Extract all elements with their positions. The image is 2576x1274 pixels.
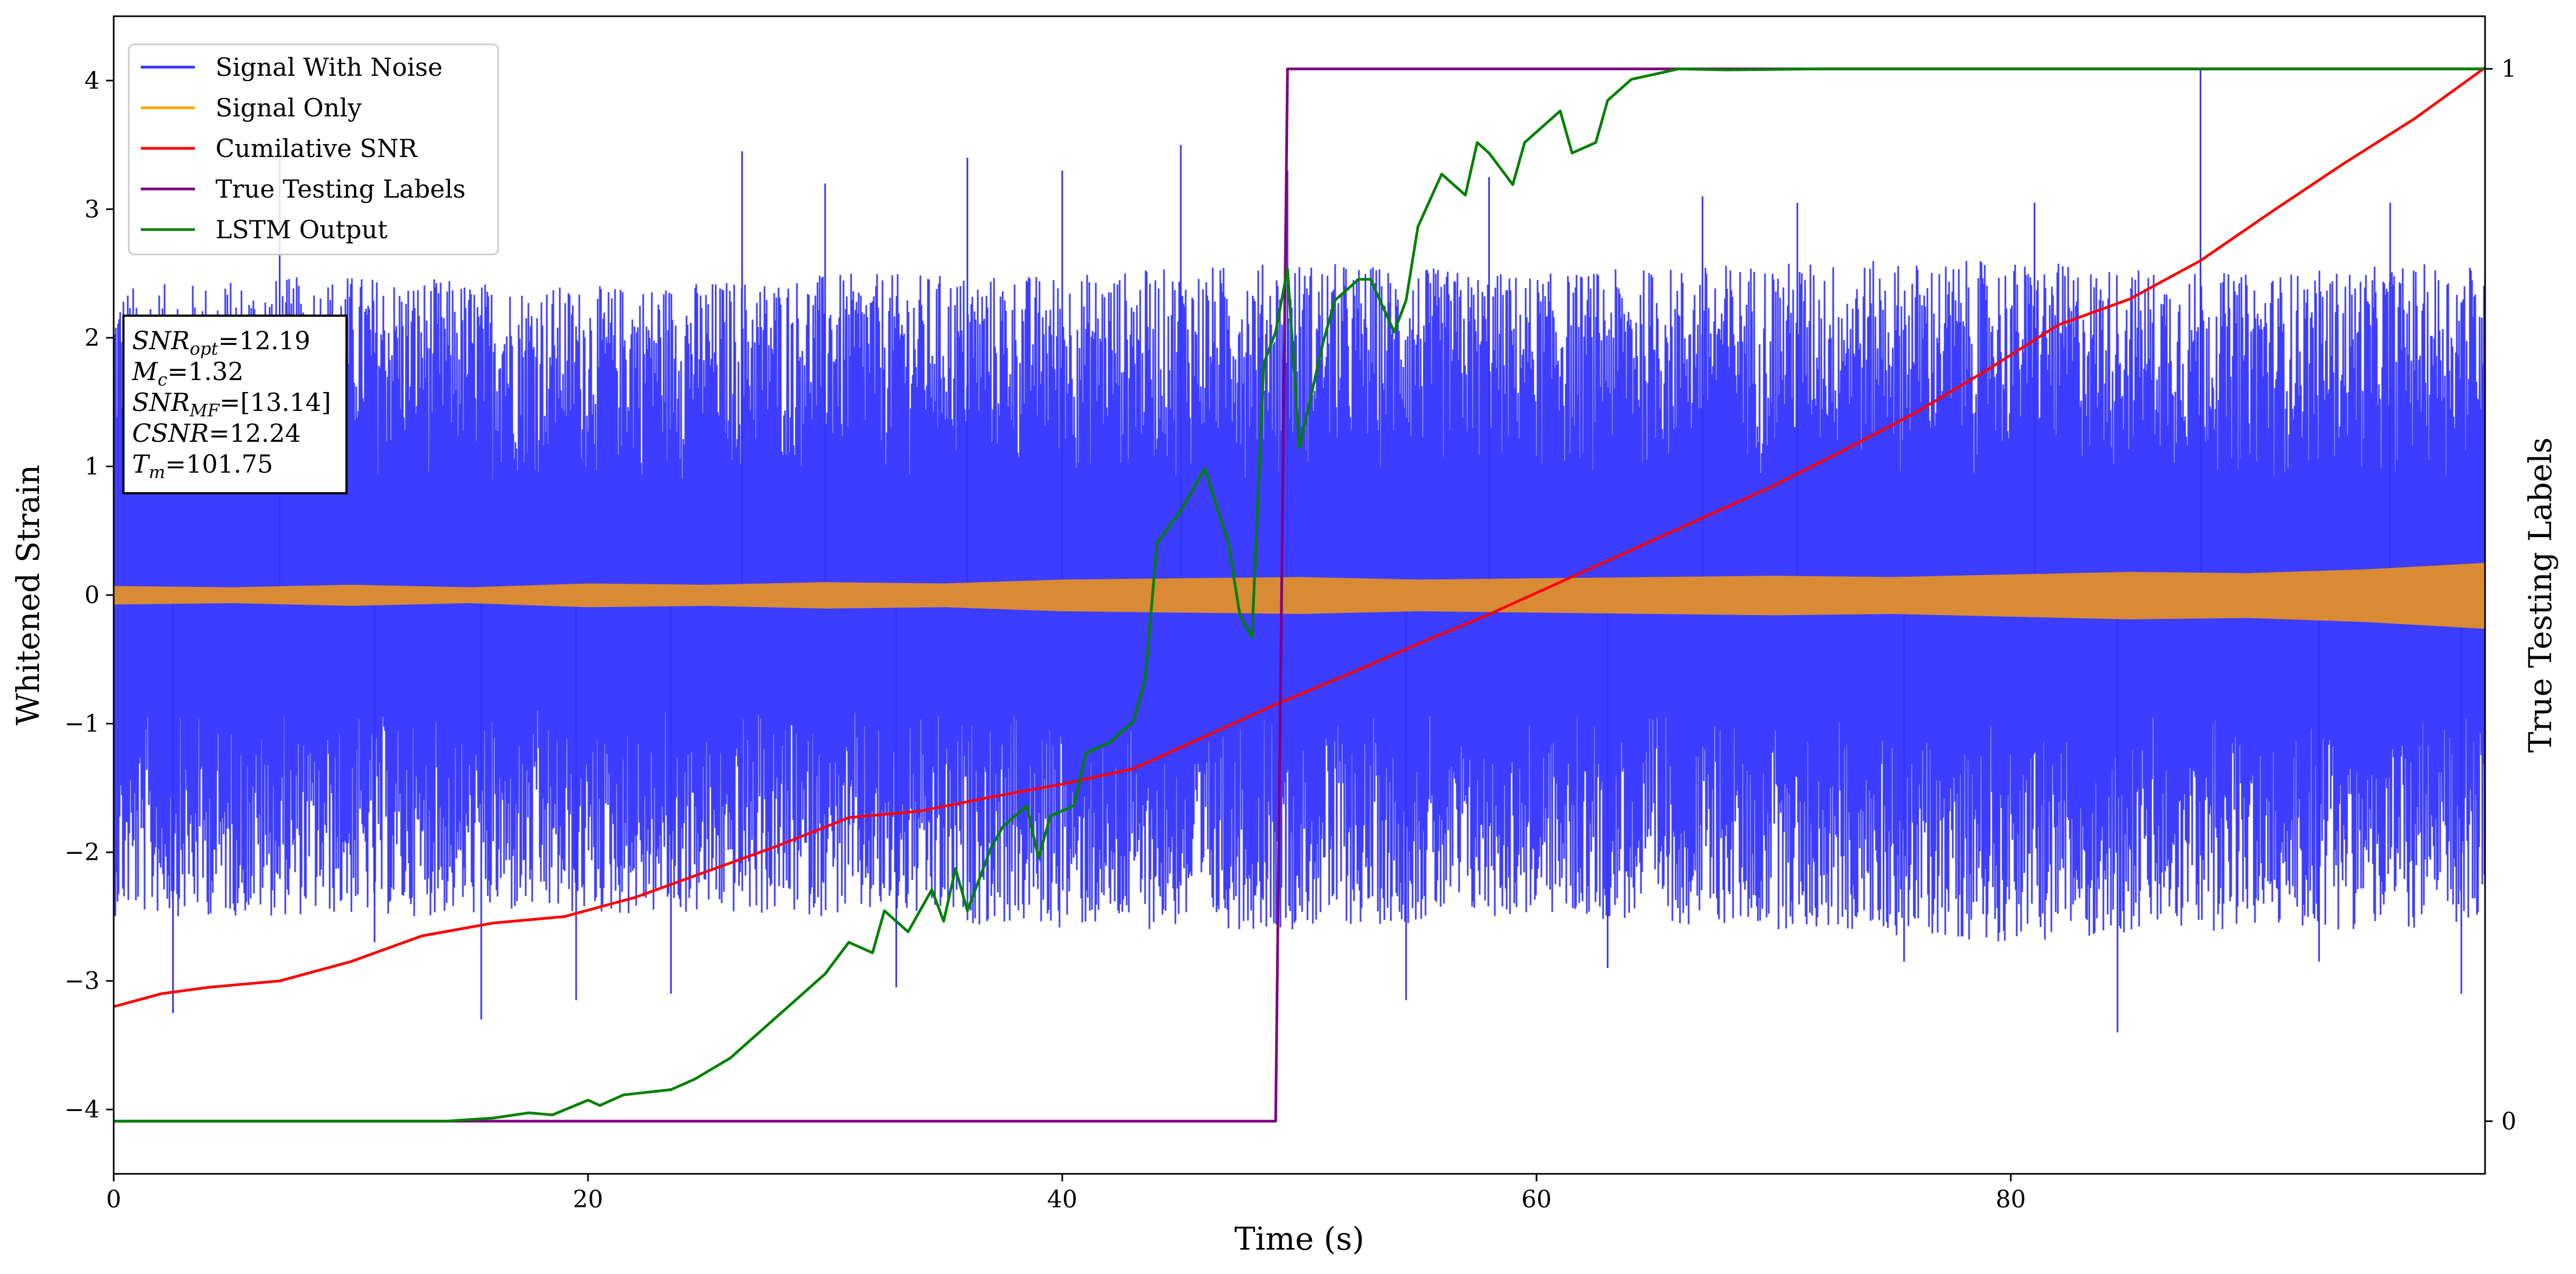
- annotation-value: =[13.14]: [219, 388, 331, 417]
- annotation-subscript: c: [158, 369, 167, 390]
- annotation-subscript: opt: [189, 338, 218, 359]
- signal-with-noise-layer: [114, 68, 2485, 1033]
- y-tick-label: 4: [84, 67, 100, 95]
- legend-item: LSTM Output: [141, 215, 388, 244]
- annotation-value: =1.32: [167, 357, 244, 386]
- legend-label: Signal Only: [215, 93, 362, 122]
- x-tick-label: 60: [1521, 1186, 1552, 1213]
- legend-label: LSTM Output: [215, 215, 388, 244]
- legend-label: True Testing Labels: [215, 174, 466, 204]
- annotation-symbol: T: [132, 449, 151, 479]
- cumulative-snr-line: [114, 66, 2485, 1008]
- legend: Signal With Noise Signal Only Cumilative S…: [128, 43, 499, 256]
- annotation-line: Mc=1.32: [132, 357, 244, 390]
- legend-label: Signal With Noise: [215, 53, 442, 82]
- y-tick-label: −1: [64, 710, 100, 738]
- annotation-subscript: m: [149, 462, 165, 482]
- annotation-line: SNRopt=12.19: [132, 326, 310, 359]
- annotation-line: CSNR=12.24: [132, 419, 301, 448]
- x-tick-label: 40: [1047, 1186, 1077, 1213]
- x-tick-label: 80: [1996, 1186, 2026, 1213]
- legend-item: True Testing Labels: [141, 174, 466, 204]
- series-lines-layer: [114, 66, 2485, 1123]
- annotation-symbol: M: [132, 357, 159, 386]
- legend-item: Signal With Noise: [141, 53, 442, 82]
- annotation-symbol: SNR: [132, 388, 189, 417]
- y2-tick-label: 0: [2501, 1108, 2516, 1135]
- signal-only-layer: [114, 563, 2485, 629]
- annotation-subscript: MF: [189, 400, 220, 421]
- annotation-symbol: SNR: [132, 326, 189, 355]
- annotation-line: SNRMF=[13.14]: [132, 388, 331, 421]
- annotation-value: =101.75: [165, 449, 273, 479]
- y2-tick-label: 1: [2501, 55, 2516, 83]
- x-tick-label: 0: [106, 1186, 121, 1213]
- y-tick-label: −4: [64, 1096, 100, 1123]
- y-tick-label: 3: [84, 195, 100, 223]
- x-tick-label: 20: [573, 1186, 603, 1213]
- signal-only-line: [114, 563, 2485, 629]
- y-tick-label: −2: [64, 839, 100, 866]
- legend-item: Signal Only: [141, 93, 362, 122]
- legend-frame: [128, 43, 499, 256]
- y-tick-label: 2: [84, 324, 100, 352]
- y-tick-label: −3: [64, 968, 100, 995]
- x-axis-title: Time (s): [1234, 1220, 1364, 1257]
- legend-item: Cumilative SNR: [141, 134, 418, 163]
- y2-axis-title: True Testing Labels: [2522, 437, 2559, 753]
- annotation-line: Tm=101.75: [132, 449, 273, 482]
- annotation-symbol: CSNR: [132, 419, 209, 448]
- annotation-value: =12.19: [218, 326, 310, 355]
- y-tick-label: 1: [84, 453, 100, 480]
- legend-label: Cumilative SNR: [215, 134, 418, 163]
- y-tick-label: 0: [84, 582, 100, 609]
- annotation-value: =12.24: [209, 419, 301, 448]
- lstm-output-line: [114, 67, 2485, 1123]
- y-axis-title: Whitened Strain: [10, 465, 47, 726]
- parameter-annotation-box: SNRopt=12.19Mc=1.32SNRMF=[13.14]CSNR=12.…: [122, 315, 348, 494]
- signal-with-noise-line: [114, 260, 2485, 942]
- annotation-frame: [122, 315, 348, 494]
